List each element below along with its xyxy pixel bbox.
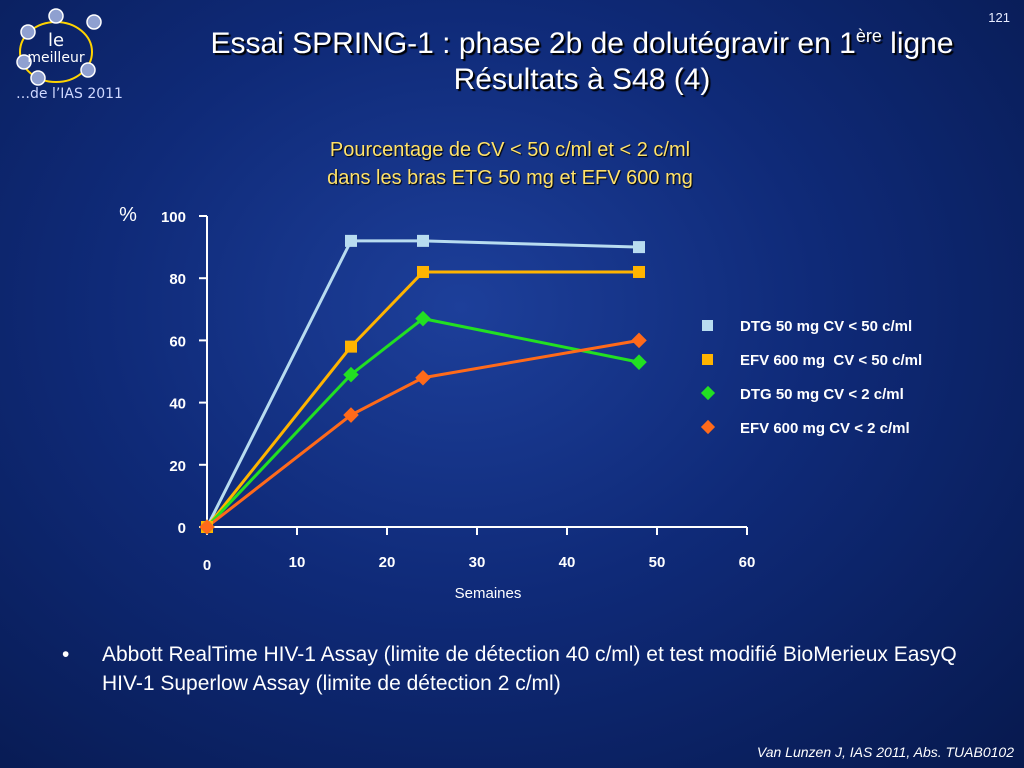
y-tick-label: 20 (169, 458, 186, 475)
x-axis-label: Semaines (455, 585, 522, 602)
data-point-square (633, 265, 645, 278)
chart-subtitle: Pourcentage de CV < 50 c/ml et < 2 c/ml … (240, 136, 780, 192)
title-line-1: Essai SPRING-1 : phase 2b de dolutégravi… (210, 26, 954, 60)
subtitle-line-1: Pourcentage de CV < 50 c/ml et < 2 c/ml (329, 139, 691, 161)
y-tick-label: 80 (169, 271, 186, 288)
series-line-2 (205, 317, 640, 529)
legend-label: EFV 600 mg CV < 2 c/ml (740, 420, 910, 437)
series-line-0 (205, 239, 640, 528)
title-line-2: Résultats à S48 (4) (453, 63, 711, 96)
bullet-item: • Abbott RealTime HIV-1 Assay (limite de… (62, 640, 962, 698)
bullet-list: • Abbott RealTime HIV-1 Assay (limite de… (62, 640, 962, 698)
conference-logo: le meilleur (16, 8, 102, 86)
bullet-text: Abbott RealTime HIV-1 Assay (limite de d… (102, 643, 957, 695)
y-tick-label: 0 (178, 520, 186, 537)
data-point-square (417, 234, 429, 247)
data-point-diamond (631, 354, 647, 370)
data-point-diamond (631, 332, 647, 349)
data-point-square (633, 241, 645, 254)
bullet-symbol: • (62, 643, 70, 666)
citation: Van Lunzen J, IAS 2011, Abs. TUAB0102 (756, 744, 1014, 760)
subtitle-line-2: dans les bras ETG 50 mg et EFV 600 mg (327, 167, 693, 189)
x-tick-label: 50 (649, 554, 666, 571)
legend-label: EFV 600 mg CV < 50 c/ml (740, 352, 923, 369)
series-line-1 (205, 270, 639, 528)
x-tick-label: 10 (289, 554, 306, 571)
y-axis-label: % (119, 204, 137, 226)
series-line-3 (206, 338, 640, 529)
y-tick-label: 100 (161, 209, 186, 226)
data-point-diamond (199, 519, 215, 535)
x-tick-label: 60 (739, 554, 756, 571)
legend-label: DTG 50 mg CV < 50 c/ml (740, 318, 913, 335)
x-tick-label: 40 (559, 554, 576, 571)
data-point-square (345, 234, 357, 247)
data-point-diamond (415, 369, 431, 386)
logo-bottom-text: meilleur (27, 50, 84, 66)
legend-label: DTG 50 mg CV < 2 c/ml (740, 386, 904, 403)
y-tick-label: 60 (169, 333, 186, 350)
x-tick-label: 0 (203, 557, 211, 574)
y-tick-label: 40 (169, 396, 186, 413)
x-tick-label: 30 (469, 554, 486, 571)
slide-number: 121 (988, 10, 1010, 25)
legend-square-marker (702, 354, 713, 365)
x-tick-label: 20 (379, 554, 396, 571)
logo-subtitle: …de l’IAS 2011 (16, 86, 123, 102)
logo-top-text: le (48, 30, 64, 51)
data-point-square (345, 340, 357, 353)
data-point-square (417, 265, 429, 278)
legend-square-marker (702, 320, 713, 331)
slide-title: Essai SPRING-1 : phase 2b de dolutégravi… (150, 26, 1014, 98)
